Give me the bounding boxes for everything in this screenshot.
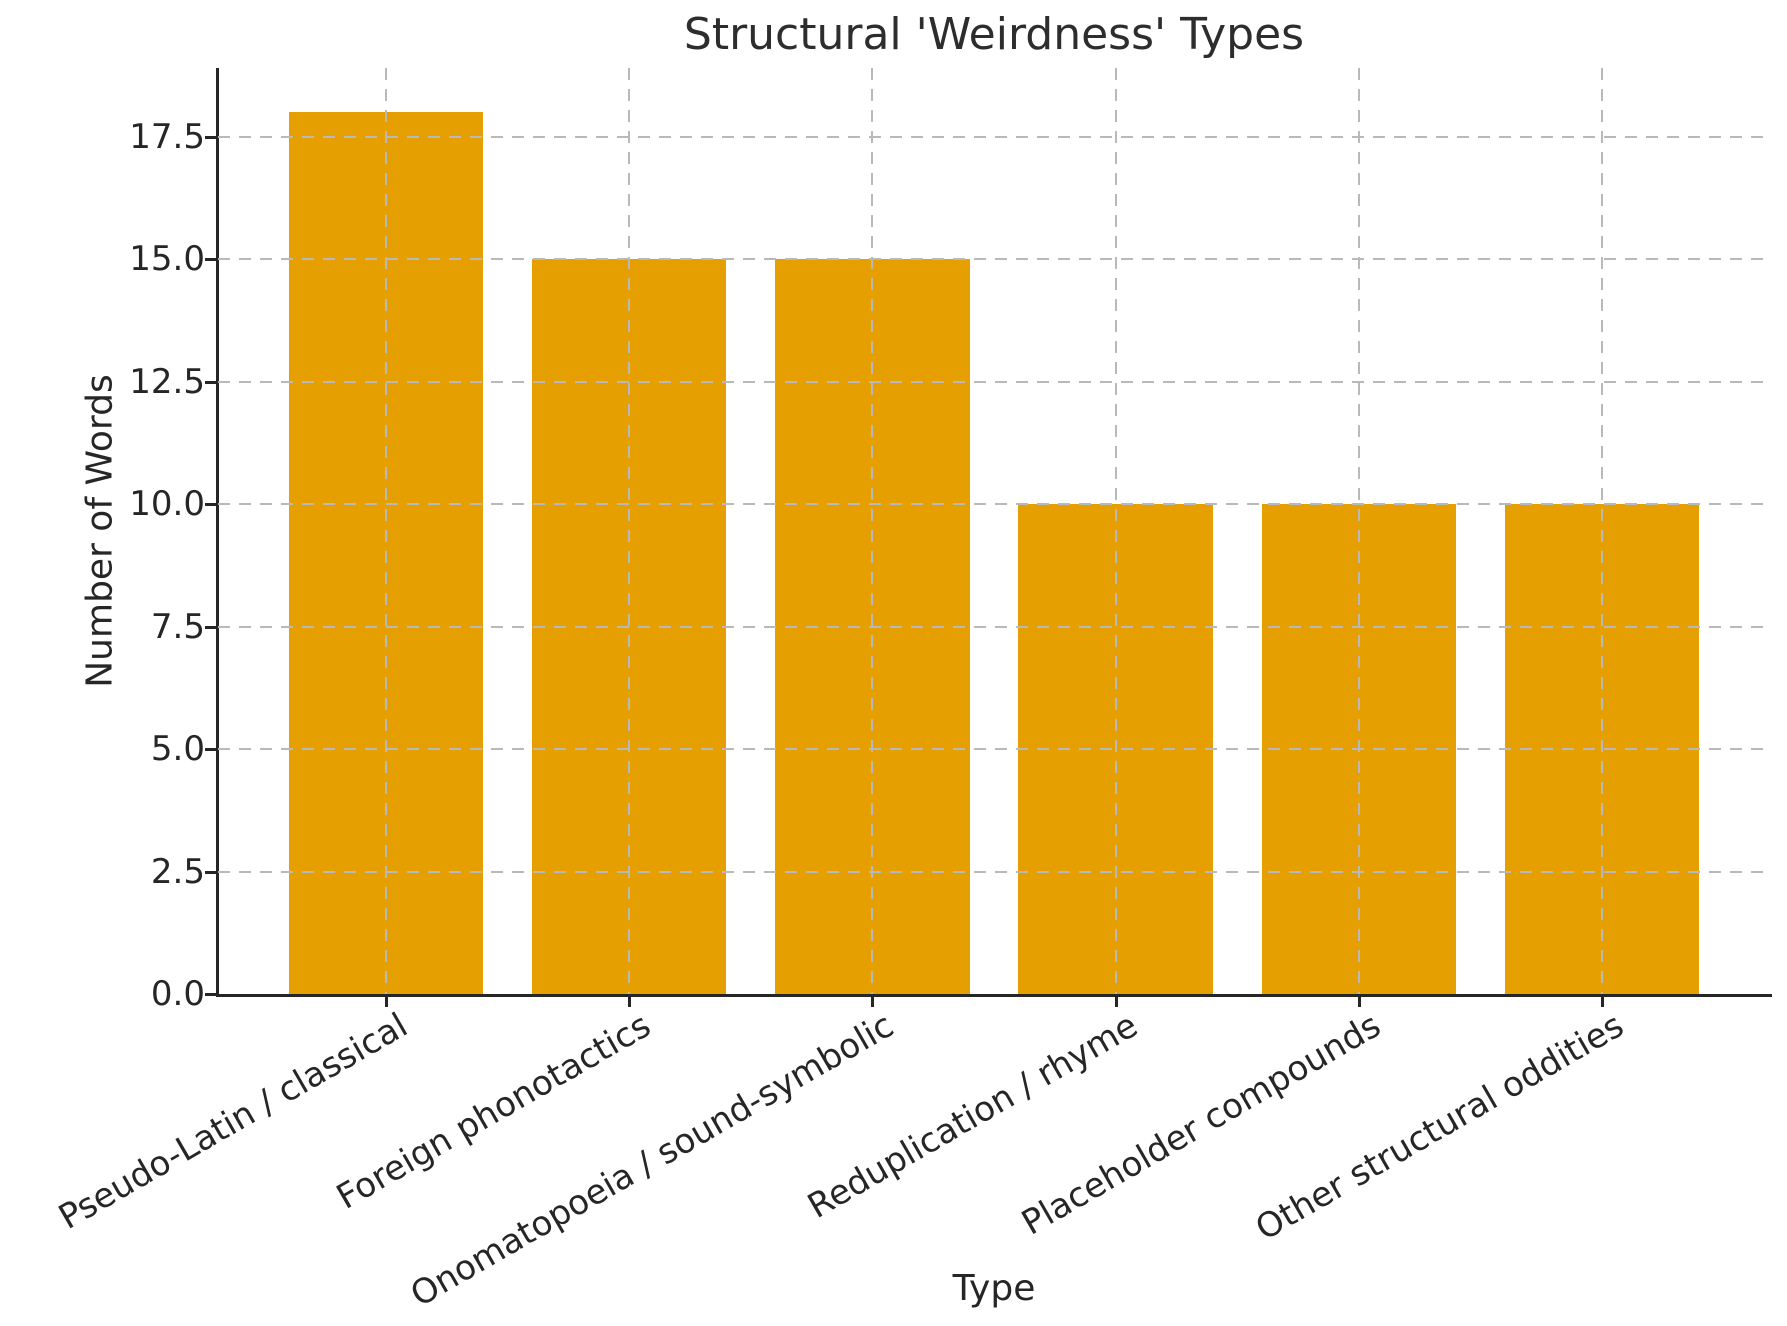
- y-tick-mark: [205, 380, 217, 384]
- y-tick-label: 12.5: [129, 361, 205, 402]
- y-axis-spine: [216, 68, 219, 997]
- y-tick-label: 10.0: [129, 484, 205, 525]
- y-tick-label: 15.0: [129, 239, 205, 280]
- h-gridline: [218, 748, 1770, 751]
- v-gridline: [1357, 68, 1360, 994]
- y-tick-label: 7.5: [150, 606, 205, 647]
- y-tick-label: 2.5: [150, 851, 205, 892]
- x-tick-mark: [384, 995, 388, 1007]
- y-tick-label: 0.0: [150, 974, 205, 1014]
- plot-area: [205, 68, 1772, 1007]
- x-tick-mark: [1601, 995, 1605, 1007]
- h-gridline: [218, 135, 1770, 138]
- h-gridline: [218, 503, 1770, 506]
- x-tick-mark: [1114, 995, 1118, 1007]
- x-tick-mark: [628, 995, 632, 1007]
- h-gridline: [218, 625, 1770, 628]
- x-axis-label: Type: [952, 1268, 1036, 1309]
- y-tick-mark: [205, 993, 217, 996]
- h-gridline: [218, 258, 1770, 261]
- y-tick-label: 17.5: [129, 116, 205, 157]
- v-gridline: [384, 68, 387, 994]
- y-tick-mark: [205, 135, 217, 139]
- v-gridline: [1601, 68, 1604, 994]
- y-tick-mark: [205, 258, 217, 262]
- x-tick-mark: [871, 995, 875, 1007]
- y-tick-mark: [205, 870, 217, 874]
- v-gridline: [1114, 68, 1117, 994]
- h-gridline: [218, 380, 1770, 383]
- y-tick-mark: [205, 748, 217, 752]
- y-tick-mark: [205, 503, 217, 507]
- chart-title: Structural 'Weirdness' Types: [683, 9, 1305, 60]
- v-gridline: [628, 68, 631, 994]
- y-tick-mark: [205, 625, 217, 629]
- y-tick-label: 5.0: [150, 729, 205, 770]
- x-tick-mark: [1357, 995, 1361, 1007]
- x-axis-spine: [216, 994, 1772, 997]
- h-gridline: [218, 870, 1770, 873]
- v-gridline: [871, 68, 874, 994]
